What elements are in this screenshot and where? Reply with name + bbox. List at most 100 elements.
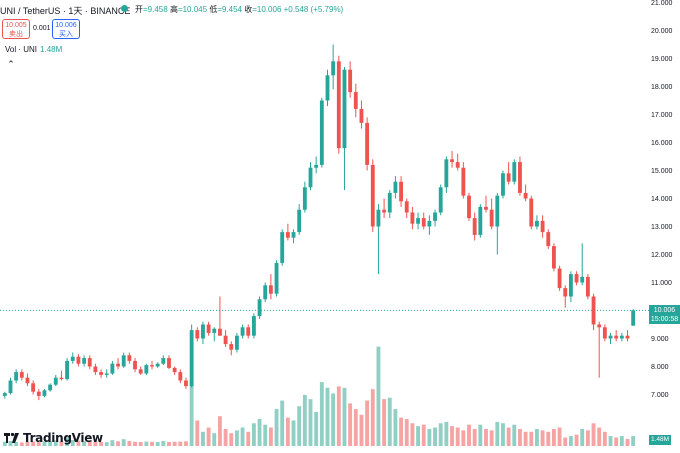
volume-bar <box>172 441 177 446</box>
tradingview-logo[interactable]: TradingView <box>4 430 103 446</box>
volume-bar <box>404 419 409 446</box>
candle-body <box>19 372 24 378</box>
symbol-title[interactable]: UNI / TetherUS · 1天 · BINANCE <box>0 6 131 16</box>
volume-bar <box>314 411 319 446</box>
candle-body <box>342 69 347 149</box>
close-label: 收 <box>244 5 253 14</box>
volume-bar <box>246 431 251 446</box>
volume-bar <box>240 427 245 446</box>
candle-body <box>568 274 573 297</box>
buy-label: 买入 <box>59 31 73 38</box>
volume-bar <box>540 430 545 446</box>
candle <box>59 370 64 381</box>
volume-bar <box>444 421 449 446</box>
candle <box>8 377 13 395</box>
market-status-icon[interactable] <box>121 5 128 12</box>
volume-legend[interactable]: Vol · UNI 1.48M <box>5 45 62 54</box>
price-axis: 21.000 20.000 19.000 18.000 17.000 16.000 15.0… <box>651 0 673 399</box>
volume-bar <box>382 399 387 446</box>
volume-bar <box>116 441 120 446</box>
volume-bar <box>189 382 194 446</box>
candle <box>410 206 415 230</box>
candle <box>2 391 7 399</box>
candle-body <box>280 232 285 263</box>
volume-bar <box>234 430 239 446</box>
volume-bar <box>76 440 81 446</box>
volume-bar <box>297 406 302 446</box>
candle <box>42 388 47 398</box>
open-value: =9.458 <box>143 5 168 14</box>
volume-bar <box>484 428 488 446</box>
candle-body <box>65 360 70 380</box>
candle-body <box>619 335 624 339</box>
candle <box>444 156 449 193</box>
candle-body <box>506 173 511 182</box>
volume-bar <box>25 441 30 446</box>
candle <box>110 360 115 375</box>
candle <box>291 229 296 244</box>
candle <box>342 66 347 191</box>
bar-countdown: 15:00:58 <box>650 316 679 323</box>
candle <box>461 162 466 199</box>
low-value: =9.454 <box>217 5 243 14</box>
y-axis-tick-label: 15.000 <box>651 168 673 175</box>
candle <box>212 327 217 342</box>
y-axis-tick-label: 11.000 <box>651 280 672 287</box>
volume-bar <box>489 430 494 446</box>
volume-bar <box>268 427 273 446</box>
y-axis-tick-label: 19.000 <box>651 56 673 63</box>
candle <box>195 327 200 342</box>
candle-body <box>82 358 87 364</box>
volume-bar <box>370 389 375 446</box>
candle-body <box>274 262 279 294</box>
volume-bar <box>393 409 398 446</box>
candle <box>331 44 336 90</box>
candle <box>172 366 177 375</box>
volume-bar <box>574 434 579 446</box>
volume-bar <box>546 431 551 446</box>
volume-bar <box>291 420 296 446</box>
candle <box>167 355 171 370</box>
candle-body <box>308 167 313 188</box>
candle-body <box>110 363 115 374</box>
candle-body <box>206 324 211 333</box>
volume-bar <box>342 387 347 446</box>
volume-tag: 1.48M <box>649 435 671 445</box>
volume-bar <box>399 417 404 446</box>
volume-bar <box>336 386 341 446</box>
candle-body <box>144 365 149 374</box>
candle-body <box>240 327 245 336</box>
y-axis-tick-label: 9.000 <box>651 336 669 343</box>
candle <box>393 176 398 199</box>
candle-body <box>404 201 409 213</box>
candle-body <box>25 377 30 384</box>
candle-layer <box>2 44 636 401</box>
candle-body <box>336 61 341 149</box>
candle <box>387 190 392 219</box>
candle <box>25 373 30 387</box>
volume-bar <box>580 428 585 446</box>
candle-body <box>574 274 579 283</box>
candle <box>563 285 568 308</box>
buy-button[interactable]: 10.006 买入 <box>52 19 80 39</box>
candle-body <box>218 328 222 336</box>
volume-bar <box>19 442 24 446</box>
candle <box>251 313 256 339</box>
candle <box>178 369 183 384</box>
candle <box>450 150 454 168</box>
candle-body <box>393 181 398 193</box>
candle <box>93 363 98 375</box>
candle <box>138 366 143 375</box>
candle <box>257 296 262 319</box>
candle-body <box>93 366 98 373</box>
candle-body <box>467 195 471 219</box>
sell-button[interactable]: 10.005 卖出 <box>2 19 30 39</box>
candle-body <box>36 391 41 396</box>
volume-bar <box>212 433 217 446</box>
candle-body <box>104 373 109 375</box>
candle <box>116 358 120 370</box>
collapse-legend-chevron-up-icon[interactable]: ⌃ <box>7 59 15 69</box>
candle <box>382 198 387 219</box>
volume-layer <box>2 346 636 446</box>
